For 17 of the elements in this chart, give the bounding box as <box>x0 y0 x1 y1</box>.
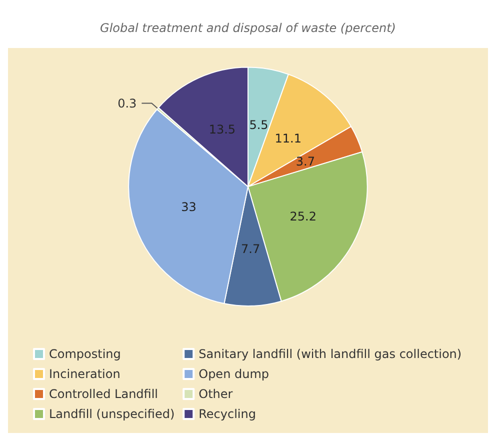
legend-label: Open dump <box>198 367 270 381</box>
data-label: 7.7 <box>241 242 260 256</box>
data-label: 33 <box>181 200 196 214</box>
data-label: 25.2 <box>290 209 316 224</box>
data-label: 3.7 <box>296 154 315 169</box>
legend-label: Sanitary landfill (with landfill gas collection) <box>198 347 462 361</box>
legend-label: Composting <box>49 347 121 361</box>
data-label: 0.3 <box>118 96 137 110</box>
data-label: 11.1 <box>274 131 302 146</box>
legend-label: Landfill (unspecified) <box>49 407 175 421</box>
legend-label: Controlled Landfill <box>49 387 158 401</box>
data-label: 13.5 <box>208 122 236 136</box>
legend-label: Other <box>198 387 233 401</box>
legend-label: Recycling <box>198 407 256 421</box>
data-label: 5.5 <box>249 118 268 132</box>
chart-title: Global treatment and disposal of waste (percent) <box>99 20 397 37</box>
legend-label: Incineration <box>49 367 120 381</box>
